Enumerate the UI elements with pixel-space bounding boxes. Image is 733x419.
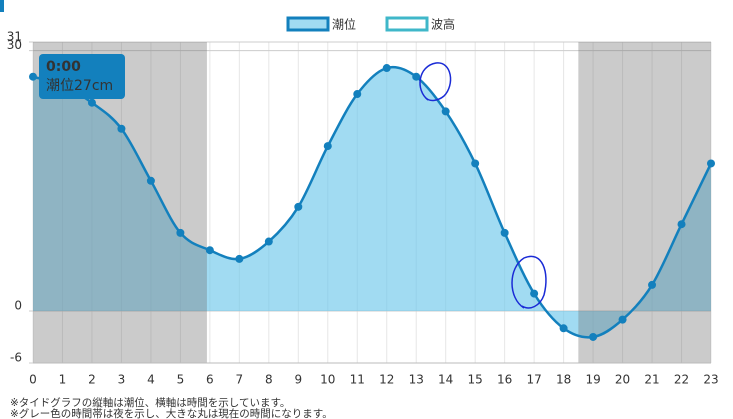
x-tick-label: 16 [497,373,512,387]
point [87,98,96,107]
point [117,124,126,133]
point [500,228,509,237]
pen-circle [419,62,452,102]
x-tick-label: 19 [585,373,600,387]
point [559,324,568,333]
point [677,220,686,229]
tooltip-title: 0:00 [46,59,81,75]
x-tick-label: 8 [265,373,273,387]
point [648,280,657,289]
point [618,315,627,324]
x-tick-label: 17 [526,373,541,387]
x-tick-label: 3 [118,373,126,387]
x-tick-label: 15 [468,373,483,387]
x-tick-label: 20 [615,373,630,387]
point [264,237,273,246]
x-tick-label: 12 [379,373,394,387]
x-tick-label: 5 [177,373,185,387]
x-tick-label: 18 [556,373,571,387]
tooltip-box [39,54,125,99]
note: ※グレー色の時間帯は夜を示し、大きな丸は現在の時間になります。 [10,407,333,419]
y-tick-label: -6 [10,351,22,365]
point [235,254,244,263]
legend-swatch[interactable] [286,16,330,32]
x-tick-label: 14 [438,373,453,387]
point [29,72,37,81]
point [382,64,391,73]
x-tick-label: 7 [236,373,244,387]
point [176,228,185,237]
point [589,332,598,341]
point [205,246,214,255]
point [707,159,715,168]
point [294,202,303,211]
legend-label: 潮位 [332,17,356,32]
x-tick-label: 11 [350,373,365,387]
x-tick-label: 21 [644,373,659,387]
point [530,289,539,298]
x-tick-label: 0 [29,373,37,387]
y-tick-label: 0 [14,298,22,312]
point [441,107,450,116]
point [146,176,155,185]
x-tick-label: 4 [147,373,155,387]
night-band [578,42,711,363]
x-tick-label: 1 [59,373,67,387]
x-tick-label: 2 [88,373,96,387]
point [471,159,480,168]
x-tick-label: 6 [206,373,214,387]
legend-label: 波高 [431,17,455,32]
x-tick-label: 9 [294,373,302,387]
area [33,67,711,338]
pen-circle [511,255,547,309]
point [323,142,332,151]
legend-swatch[interactable] [385,16,429,32]
y-tick-label: 31 [7,30,22,44]
x-tick-label: 10 [320,373,335,387]
note: ※タイドグラフの縦軸は潮位、横軸は時間を示しています。 [10,396,290,409]
point [353,90,362,99]
corner-bar [0,0,4,12]
x-tick-label: 22 [674,373,689,387]
x-tick-label: 13 [409,373,424,387]
point [412,72,421,81]
tooltip-label: 潮位27cm [46,78,113,94]
x-tick-label: 23 [703,373,718,387]
y-tick-label: 30 [7,38,22,52]
